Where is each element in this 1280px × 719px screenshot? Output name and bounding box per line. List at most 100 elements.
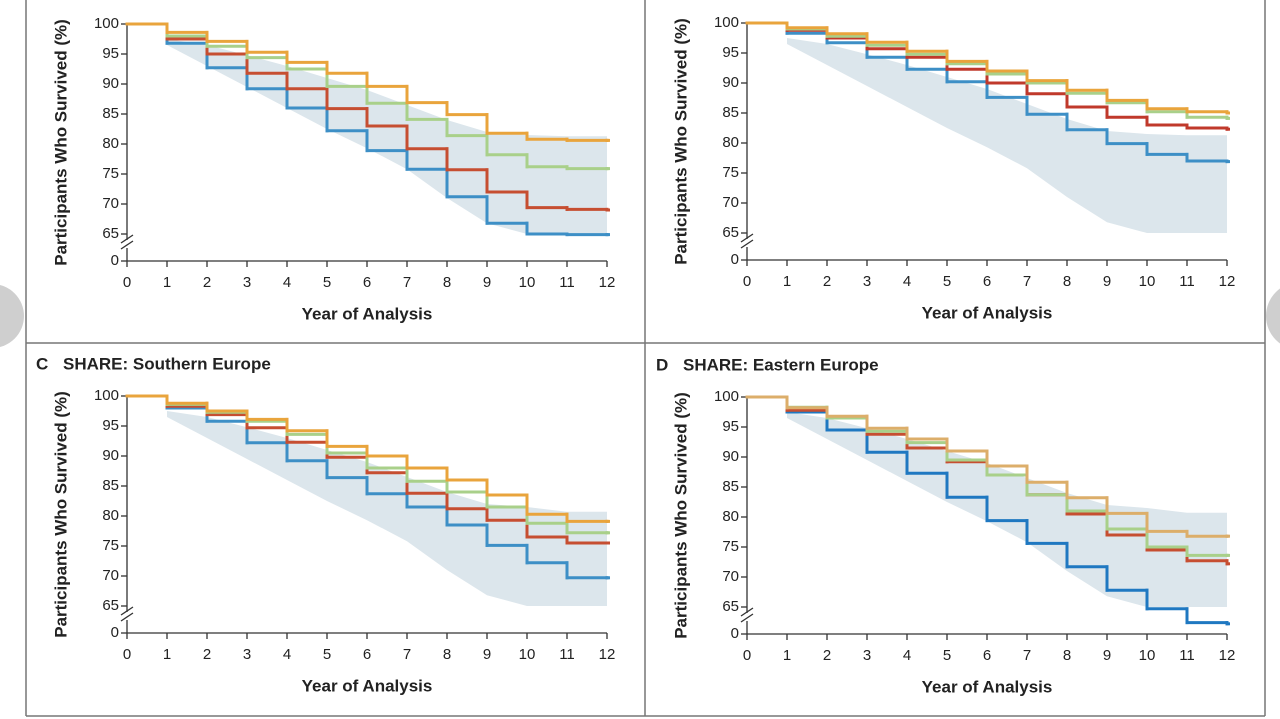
x-tick-label: 2 — [203, 274, 211, 291]
x-axis-label: Year of Analysis — [922, 677, 1053, 696]
y-tick-label: 85 — [722, 104, 739, 121]
x-tick-label: 3 — [863, 273, 871, 290]
y-tick-label: 90 — [102, 75, 119, 92]
x-tick-label: 5 — [323, 274, 331, 291]
x-tick-label: 6 — [363, 646, 371, 663]
x-tick-label: 5 — [943, 273, 951, 290]
x-tick-label: 7 — [403, 646, 411, 663]
x-tick-label: 9 — [483, 646, 491, 663]
y-axis-label: Participants Who Survived (%) — [51, 19, 70, 266]
y-tick-label: 70 — [102, 195, 119, 212]
axis-break — [740, 613, 754, 623]
x-tick-label: 4 — [283, 274, 291, 291]
x-tick-label: 1 — [783, 647, 791, 664]
x-tick-label: 0 — [123, 646, 131, 663]
y-tick-label: 85 — [722, 478, 739, 495]
y-tick-label: 90 — [722, 74, 739, 91]
x-tick-label: 8 — [443, 646, 451, 663]
x-tick-label: 0 — [123, 274, 131, 291]
y-tick-label: 75 — [722, 164, 739, 181]
panel-title: SHARE: Eastern Europe — [683, 355, 879, 374]
x-tick-label: 11 — [559, 274, 575, 291]
x-tick-label: 3 — [243, 646, 251, 663]
y-tick-label: 95 — [722, 418, 739, 435]
x-tick-label: 3 — [863, 647, 871, 664]
x-tick-label: 1 — [783, 273, 791, 290]
y-tick-label: 100 — [714, 14, 739, 31]
x-tick-label: 1 — [163, 274, 171, 291]
axis-break — [740, 239, 754, 249]
prev-button[interactable] — [0, 284, 24, 348]
next-button[interactable] — [1266, 282, 1280, 350]
x-tick-label: 4 — [283, 646, 291, 663]
y-tick-label: 100 — [94, 387, 119, 404]
y-tick-label: 70 — [102, 567, 119, 584]
y-axis-label: Participants Who Survived (%) — [671, 18, 690, 265]
x-tick-label: 12 — [599, 646, 616, 663]
y-tick-label: 0 — [111, 624, 119, 641]
y-tick-label: 75 — [722, 538, 739, 555]
range-band — [787, 412, 1227, 607]
x-tick-label: 7 — [1023, 647, 1031, 664]
x-tick-label: 4 — [903, 647, 911, 664]
y-tick-label: 75 — [102, 165, 119, 182]
panel-title: SHARE: Southern Europe — [63, 354, 271, 373]
y-tick-label: 90 — [102, 447, 119, 464]
y-tick-label: 100 — [714, 388, 739, 405]
y-tick-label: 70 — [722, 194, 739, 211]
x-tick-label: 4 — [903, 273, 911, 290]
y-tick-label: 100 — [94, 15, 119, 32]
y-axis-label: Participants Who Survived (%) — [51, 391, 70, 638]
y-tick-label: 65 — [102, 225, 119, 242]
axis-break — [120, 612, 134, 622]
y-tick-label: 0 — [731, 625, 739, 642]
y-tick-label: 95 — [102, 417, 119, 434]
x-tick-label: 9 — [483, 274, 491, 291]
x-tick-label: 1 — [163, 646, 171, 663]
y-tick-label: 75 — [102, 537, 119, 554]
x-tick-label: 3 — [243, 274, 251, 291]
x-tick-label: 7 — [403, 274, 411, 291]
range-band — [787, 38, 1227, 233]
x-axis-label: Year of Analysis — [302, 676, 433, 695]
y-tick-label: 70 — [722, 568, 739, 585]
x-tick-label: 9 — [1103, 647, 1111, 664]
y-tick-label: 65 — [722, 224, 739, 241]
y-tick-label: 95 — [102, 45, 119, 62]
axis-break — [120, 606, 134, 616]
y-tick-label: 80 — [102, 507, 119, 524]
x-tick-label: 6 — [983, 647, 991, 664]
x-tick-label: 12 — [599, 274, 616, 291]
y-tick-label: 90 — [722, 448, 739, 465]
x-tick-label: 11 — [1179, 647, 1195, 664]
x-tick-label: 6 — [363, 274, 371, 291]
x-tick-label: 8 — [1063, 647, 1071, 664]
y-tick-label: 65 — [102, 597, 119, 614]
x-tick-label: 12 — [1219, 273, 1236, 290]
x-tick-label: 10 — [1139, 273, 1156, 290]
y-tick-label: 95 — [722, 44, 739, 61]
y-tick-label: 85 — [102, 105, 119, 122]
axis-break — [120, 234, 134, 244]
panel-letter: D — [656, 355, 668, 374]
axis-break — [740, 607, 754, 617]
x-tick-label: 6 — [983, 273, 991, 290]
x-tick-label: 2 — [823, 273, 831, 290]
x-axis-label: Year of Analysis — [302, 304, 433, 323]
panel-letter: C — [36, 354, 48, 373]
axis-break — [740, 233, 754, 243]
axis-break — [120, 240, 134, 250]
x-tick-label: 2 — [203, 646, 211, 663]
x-tick-label: 10 — [519, 646, 536, 663]
y-tick-label: 0 — [111, 252, 119, 269]
y-tick-label: 85 — [102, 477, 119, 494]
y-axis-label: Participants Who Survived (%) — [671, 392, 690, 639]
x-tick-label: 7 — [1023, 273, 1031, 290]
x-tick-label: 8 — [443, 274, 451, 291]
x-tick-label: 9 — [1103, 273, 1111, 290]
x-tick-label: 11 — [559, 646, 575, 663]
x-tick-label: 8 — [1063, 273, 1071, 290]
x-tick-label: 11 — [1179, 273, 1195, 290]
